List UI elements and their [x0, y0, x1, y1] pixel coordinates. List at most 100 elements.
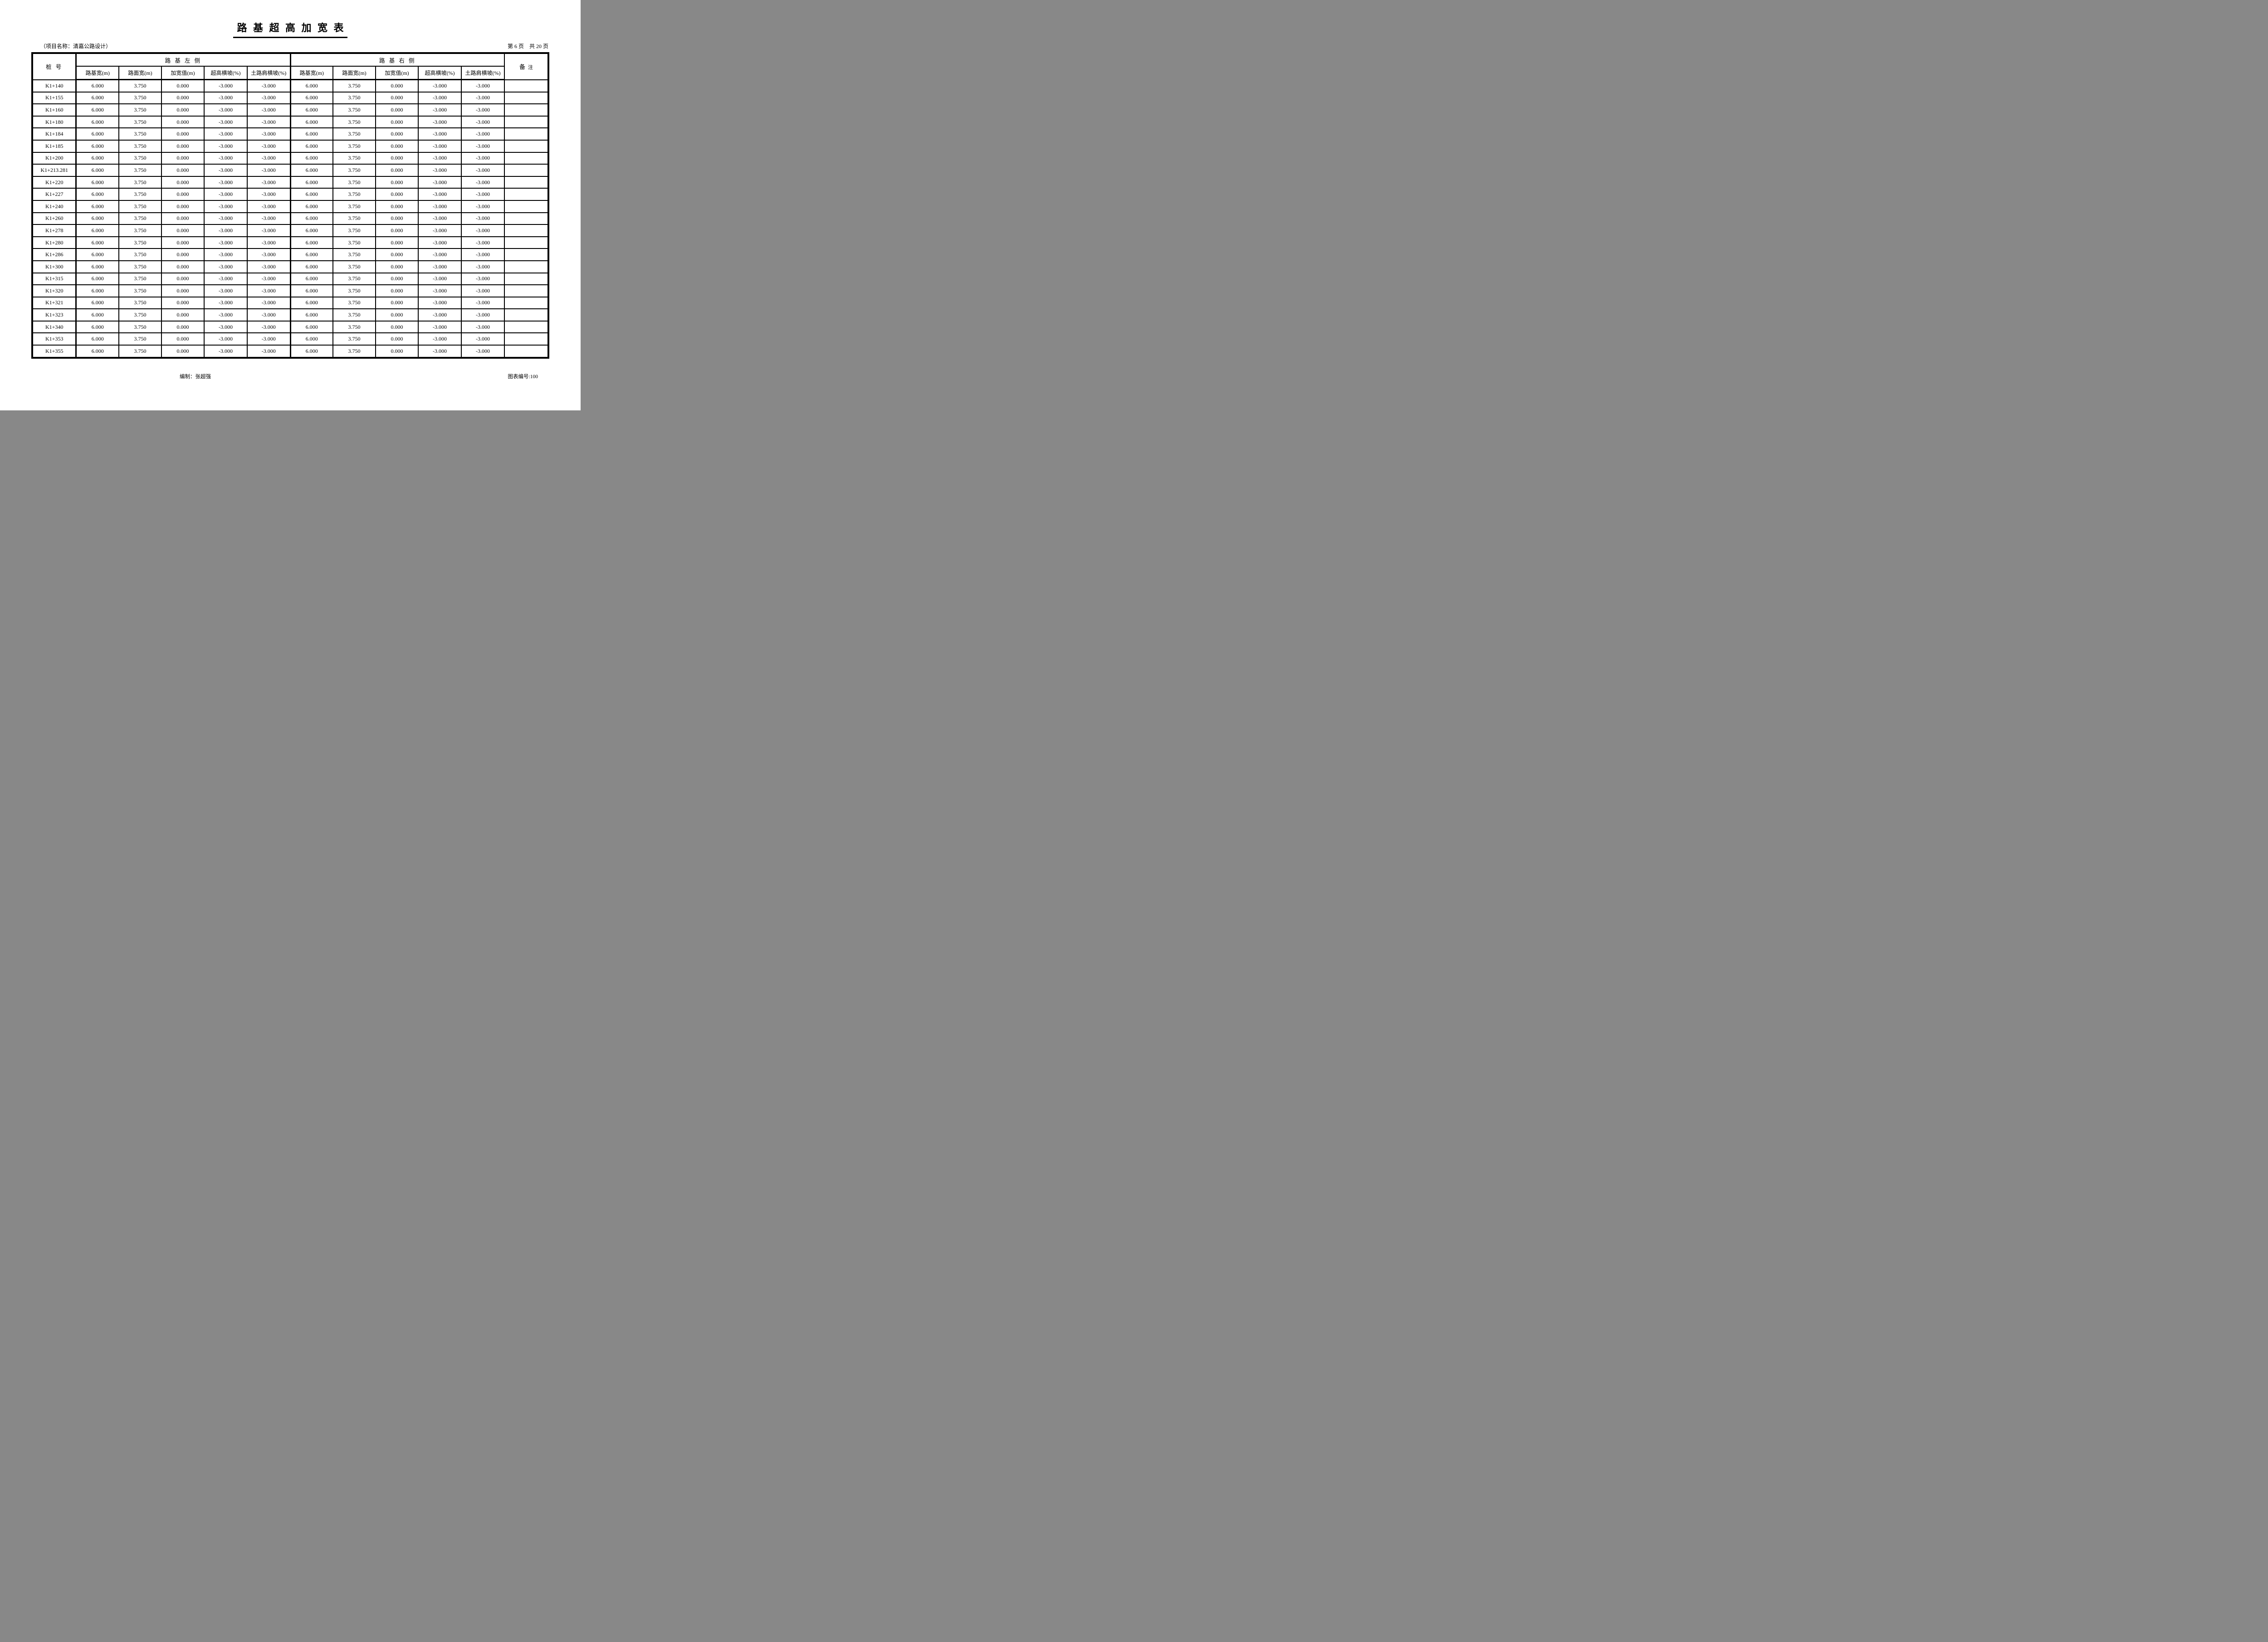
value-cell: 3.750 [118, 212, 162, 225]
value-cell: 3.750 [118, 115, 162, 129]
value-cell: 6.000 [289, 296, 334, 310]
value-cell: -3.000 [418, 320, 462, 334]
remark-cell [504, 320, 549, 334]
value-cell: -3.000 [246, 296, 291, 310]
remark-cell [504, 164, 549, 177]
value-cell: 6.000 [289, 248, 334, 261]
value-cell: 0.000 [375, 236, 419, 249]
value-cell: -3.000 [203, 164, 248, 177]
value-cell: 0.000 [161, 79, 205, 93]
value-cell: -3.000 [418, 248, 462, 261]
value-cell: -3.000 [418, 308, 462, 322]
value-cell: 0.000 [375, 103, 419, 117]
value-cell: 6.000 [289, 79, 334, 93]
value-cell: 3.750 [118, 236, 162, 249]
value-cell: 3.750 [332, 91, 376, 105]
value-cell: 3.750 [118, 151, 162, 165]
value-cell: 6.000 [289, 272, 334, 286]
pile-number-cell: K1+280 [31, 236, 77, 249]
value-cell: -3.000 [461, 260, 505, 273]
value-cell: 3.750 [118, 79, 162, 93]
remark-cell [504, 236, 549, 249]
value-cell: 0.000 [161, 308, 205, 322]
value-cell: 0.000 [375, 308, 419, 322]
pile-number-cell: K1+213.281 [31, 164, 77, 177]
value-cell: 0.000 [375, 175, 419, 189]
value-cell: -3.000 [246, 188, 291, 201]
value-cell: 3.750 [118, 188, 162, 201]
value-cell: 6.000 [289, 308, 334, 322]
value-cell: 3.750 [332, 308, 376, 322]
remark-cell [504, 308, 549, 322]
value-cell: 6.000 [289, 332, 334, 346]
value-cell: -3.000 [246, 151, 291, 165]
value-cell: -3.000 [461, 164, 505, 177]
value-cell: 6.000 [75, 151, 119, 165]
value-cell: 3.750 [332, 200, 376, 213]
value-cell: -3.000 [461, 236, 505, 249]
value-cell: 0.000 [375, 200, 419, 213]
value-cell: 3.750 [118, 332, 162, 346]
remark-cell [504, 260, 549, 273]
remark-cell [504, 139, 549, 153]
value-cell: -3.000 [203, 127, 248, 141]
value-cell: 0.000 [375, 127, 419, 141]
value-cell: -3.000 [203, 175, 248, 189]
value-cell: 3.750 [118, 103, 162, 117]
pile-number-cell: K1+260 [31, 212, 77, 225]
pile-number-cell: K1+155 [31, 91, 77, 105]
value-cell: 6.000 [289, 164, 334, 177]
value-cell: 6.000 [75, 224, 119, 237]
value-cell: -3.000 [461, 272, 505, 286]
value-cell: -3.000 [203, 260, 248, 273]
value-cell: 6.000 [75, 345, 119, 358]
table-row: K1+278 6.000 3.750 0.000 -3.000 -3.000 6.000 3.… [31, 224, 549, 237]
value-cell: -3.000 [461, 296, 505, 310]
chart-number-label: 图表编号:100 [508, 374, 538, 380]
value-cell: 0.000 [375, 115, 419, 129]
value-cell: -3.000 [418, 175, 462, 189]
value-cell: 3.750 [332, 284, 376, 297]
value-cell: -3.000 [203, 151, 248, 165]
pile-number-cell: K1+184 [31, 127, 77, 141]
remark-cell [504, 248, 549, 261]
value-cell: 6.000 [75, 248, 119, 261]
remark-cell [504, 175, 549, 189]
value-cell: -3.000 [418, 188, 462, 201]
value-cell: 0.000 [161, 151, 205, 165]
value-cell: 6.000 [289, 345, 334, 358]
value-cell: -3.000 [418, 103, 462, 117]
value-cell: 6.000 [75, 296, 119, 310]
document-page: 路 基 超 高 加 宽 表 （项目名称：清嘉公路设计） 第 6 页 共 20 页… [0, 0, 581, 410]
value-cell: -3.000 [461, 224, 505, 237]
value-cell: 0.000 [161, 345, 205, 358]
col-header-right-roadbed-width: 路基宽(m) [289, 66, 334, 80]
value-cell: -3.000 [246, 175, 291, 189]
value-cell: 0.000 [375, 79, 419, 93]
value-cell: -3.000 [418, 151, 462, 165]
value-cell: 6.000 [75, 236, 119, 249]
pile-number-cell: K1+323 [31, 308, 77, 322]
value-cell: -3.000 [418, 127, 462, 141]
meta-row: （项目名称：清嘉公路设计） 第 6 页 共 20 页 [32, 42, 548, 50]
col-header-left-pavement-width: 路面宽(m) [118, 66, 162, 80]
value-cell: 3.750 [118, 175, 162, 189]
superelevation-widening-table: 桩 号 路 基 左 侧 路 基 右 侧 备注 路基宽(m) 路面宽(m) 加宽值… [31, 52, 550, 359]
value-cell: 6.000 [75, 103, 119, 117]
value-cell: 6.000 [289, 127, 334, 141]
value-cell: 0.000 [161, 212, 205, 225]
group-header-right-side: 路 基 右 侧 [289, 53, 505, 67]
col-header-left-superelevation-slope: 超高横坡(%) [203, 66, 248, 80]
value-cell: -3.000 [203, 320, 248, 334]
table-row: K1+280 6.000 3.750 0.000 -3.000 -3.000 6.000 3.… [31, 236, 549, 249]
pile-number-cell: K1+315 [31, 272, 77, 286]
value-cell: 3.750 [118, 224, 162, 237]
pile-number-cell: K1+240 [31, 200, 77, 213]
remark-cell [504, 212, 549, 225]
value-cell: 3.750 [118, 284, 162, 297]
table-row: K1+300 6.000 3.750 0.000 -3.000 -3.000 6.000 3.… [31, 260, 549, 273]
remark-cell [504, 115, 549, 129]
compiler-label: 编制：张超强 [180, 374, 211, 380]
remark-cell [504, 91, 549, 105]
value-cell: -3.000 [418, 296, 462, 310]
